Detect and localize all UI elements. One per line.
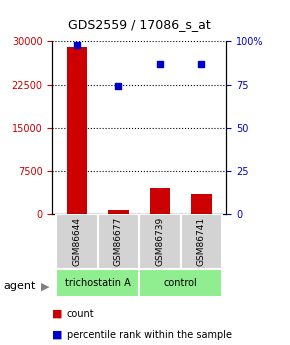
Text: GSM86644: GSM86644	[72, 217, 81, 266]
FancyBboxPatch shape	[56, 214, 98, 269]
Bar	[191, 194, 212, 214]
Point	[75, 42, 79, 48]
Text: trichostatin A: trichostatin A	[65, 278, 131, 288]
Bar	[108, 210, 129, 214]
FancyBboxPatch shape	[139, 214, 181, 269]
Bar	[67, 47, 87, 214]
Text: GDS2559 / 17086_s_at: GDS2559 / 17086_s_at	[68, 18, 211, 31]
Point	[199, 61, 204, 67]
Text: GSM86739: GSM86739	[155, 217, 164, 266]
Text: GSM86677: GSM86677	[114, 217, 123, 266]
FancyBboxPatch shape	[56, 269, 139, 297]
Point	[116, 83, 121, 89]
Text: count: count	[67, 309, 94, 319]
Text: GSM86741: GSM86741	[197, 217, 206, 266]
Point	[157, 61, 162, 67]
FancyBboxPatch shape	[98, 214, 139, 269]
Text: ■: ■	[52, 309, 63, 319]
Text: agent: agent	[3, 282, 35, 291]
Text: ■: ■	[52, 330, 63, 339]
Text: percentile rank within the sample: percentile rank within the sample	[67, 330, 232, 339]
Bar	[150, 188, 170, 214]
Text: control: control	[164, 278, 197, 288]
FancyBboxPatch shape	[181, 214, 222, 269]
FancyBboxPatch shape	[139, 269, 222, 297]
Text: ▶: ▶	[41, 282, 49, 291]
